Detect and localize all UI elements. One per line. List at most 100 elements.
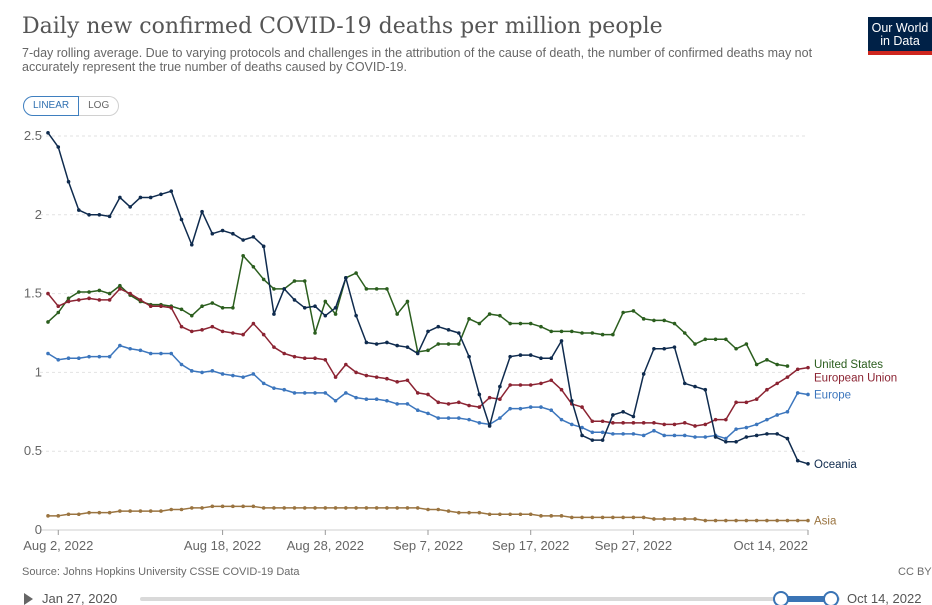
owid-logo[interactable]: Our World in Data bbox=[868, 17, 932, 55]
data-point bbox=[128, 509, 132, 513]
data-point bbox=[724, 436, 728, 441]
data-point bbox=[292, 279, 297, 283]
data-point bbox=[631, 414, 636, 419]
data-point bbox=[189, 313, 194, 318]
data-point bbox=[569, 515, 574, 520]
data-point bbox=[734, 400, 738, 405]
data-point bbox=[87, 354, 91, 359]
data-point bbox=[457, 331, 461, 335]
data-point bbox=[261, 506, 266, 510]
data-point bbox=[138, 509, 143, 513]
data-point bbox=[765, 417, 769, 422]
data-point bbox=[364, 506, 369, 510]
data-point bbox=[672, 321, 677, 326]
data-point bbox=[261, 244, 266, 249]
data-point bbox=[672, 517, 677, 521]
data-point bbox=[415, 351, 420, 356]
data-point bbox=[261, 381, 266, 386]
data-point bbox=[374, 397, 379, 401]
data-point bbox=[333, 398, 338, 403]
data-point bbox=[220, 228, 225, 233]
data-point bbox=[138, 298, 143, 302]
data-point bbox=[477, 405, 482, 409]
data-point bbox=[744, 435, 749, 439]
data-point bbox=[662, 346, 667, 351]
data-point bbox=[477, 392, 482, 397]
data-point bbox=[775, 518, 779, 523]
data-point bbox=[744, 518, 749, 523]
data-point bbox=[405, 345, 410, 349]
data-point bbox=[487, 512, 492, 517]
data-point bbox=[138, 348, 143, 353]
data-point bbox=[405, 506, 410, 510]
x-tick-label: Aug 18, 2022 bbox=[184, 538, 261, 553]
timeline: Jan 27, 2020 Oct 14, 2022 bbox=[0, 588, 932, 605]
data-point bbox=[724, 337, 728, 342]
data-point bbox=[806, 392, 810, 397]
data-point bbox=[652, 346, 656, 351]
data-point bbox=[518, 406, 523, 411]
data-point bbox=[693, 435, 697, 439]
data-point bbox=[672, 433, 677, 438]
data-point bbox=[87, 296, 91, 301]
data-point bbox=[621, 515, 625, 520]
data-point bbox=[385, 376, 389, 381]
data-point bbox=[261, 332, 266, 337]
data-point bbox=[200, 506, 204, 510]
license-link[interactable]: CC BY bbox=[898, 566, 932, 578]
data-point bbox=[323, 391, 328, 395]
data-point bbox=[272, 506, 276, 510]
timeline-track[interactable] bbox=[140, 597, 840, 601]
data-point bbox=[354, 271, 358, 275]
data-point bbox=[590, 438, 595, 442]
data-point bbox=[302, 279, 307, 283]
data-point bbox=[374, 342, 379, 346]
timeline-end-handle[interactable] bbox=[823, 591, 839, 605]
data-point bbox=[179, 362, 184, 367]
data-point bbox=[682, 517, 687, 521]
play-icon[interactable] bbox=[24, 593, 33, 605]
data-point bbox=[231, 373, 235, 378]
data-point bbox=[128, 346, 132, 351]
series-label: Europe bbox=[814, 389, 851, 401]
data-point bbox=[313, 331, 317, 335]
data-point bbox=[200, 209, 204, 214]
data-point bbox=[652, 428, 656, 433]
data-point bbox=[66, 296, 71, 301]
data-point bbox=[56, 304, 61, 309]
data-point bbox=[46, 351, 50, 356]
data-point bbox=[107, 298, 112, 302]
data-point bbox=[220, 329, 225, 334]
data-point bbox=[159, 192, 163, 197]
data-point bbox=[467, 417, 471, 422]
data-point bbox=[477, 510, 482, 515]
data-point bbox=[713, 417, 718, 422]
data-point bbox=[97, 288, 102, 293]
source-note[interactable]: Source: Johns Hopkins University CSSE CO… bbox=[22, 566, 300, 578]
data-point bbox=[754, 422, 759, 427]
data-point bbox=[107, 291, 112, 296]
data-point bbox=[364, 287, 369, 291]
data-point bbox=[549, 408, 554, 413]
data-point bbox=[754, 397, 759, 401]
data-point bbox=[539, 514, 543, 518]
data-point bbox=[590, 419, 595, 424]
data-point bbox=[806, 365, 810, 370]
data-point bbox=[354, 395, 358, 400]
linear-scale-button[interactable]: LINEAR bbox=[23, 96, 80, 116]
series-label: European Union bbox=[814, 373, 897, 385]
data-point bbox=[754, 518, 759, 523]
data-point bbox=[498, 512, 502, 517]
data-point bbox=[662, 433, 667, 438]
data-point bbox=[457, 510, 461, 515]
data-point bbox=[344, 276, 348, 280]
data-point bbox=[580, 433, 584, 438]
data-point bbox=[385, 506, 389, 510]
data-point bbox=[231, 331, 235, 335]
log-scale-button[interactable]: LOG bbox=[79, 96, 120, 116]
data-point bbox=[66, 356, 71, 361]
data-point bbox=[703, 518, 708, 523]
data-point bbox=[148, 509, 153, 513]
timeline-start-handle[interactable] bbox=[773, 591, 789, 605]
data-point bbox=[693, 517, 697, 521]
